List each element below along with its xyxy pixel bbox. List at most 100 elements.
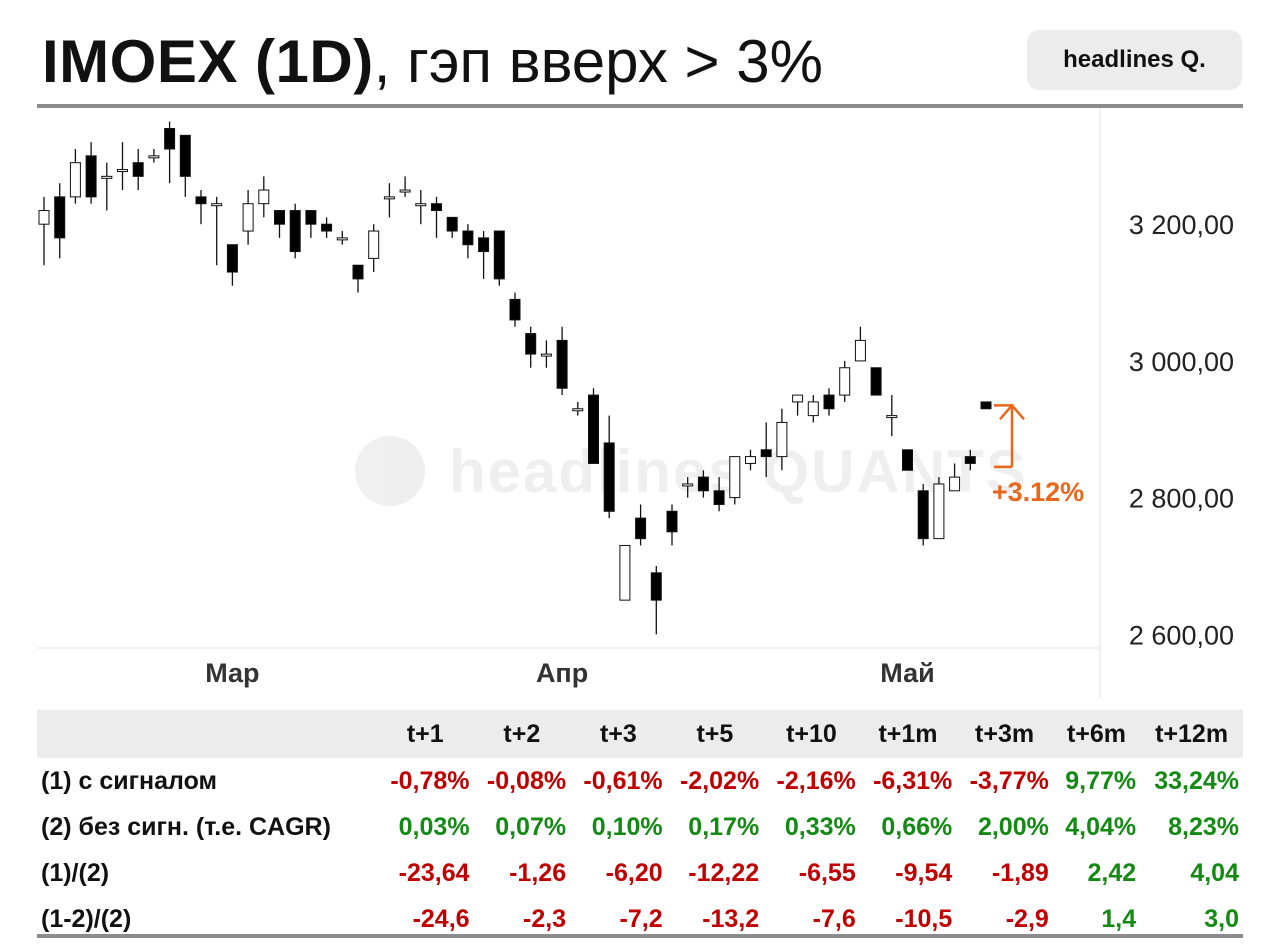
candle-body bbox=[870, 367, 882, 396]
candle-body bbox=[650, 572, 662, 601]
table-cell: -6,55 bbox=[798, 858, 856, 887]
table-cell: 2,00% bbox=[977, 812, 1049, 841]
candle-body bbox=[415, 203, 427, 207]
table-header-cell: t+1 bbox=[406, 719, 444, 748]
table-header-cell: t+1m bbox=[878, 719, 938, 748]
table-cell: -23,64 bbox=[398, 858, 470, 887]
candle-body bbox=[431, 203, 442, 212]
candle-body bbox=[305, 210, 317, 225]
x-tick-label: Май bbox=[880, 658, 934, 688]
candle-body bbox=[117, 169, 128, 173]
candle-body bbox=[964, 456, 976, 464]
candle-body bbox=[776, 421, 788, 458]
table-row: (2) без сигн. (т.е. CAGR) 0,03% 0,07% 0,10%… bbox=[37, 804, 1243, 850]
table-row: (1)/(2) -23,64 -1,26 -6,20 -12,22 -6,55 -9,54 -… bbox=[37, 850, 1243, 896]
candle-body bbox=[854, 339, 866, 362]
candle-body bbox=[682, 483, 694, 487]
candle-body bbox=[556, 339, 568, 389]
candle-body bbox=[462, 230, 474, 246]
table-cell: 2,42 bbox=[1087, 858, 1137, 887]
table-header-cell: t+6m bbox=[1066, 719, 1127, 748]
y-tick-label: 2 600,00 bbox=[1129, 620, 1234, 650]
title-condition: , гэп вверх > 3% bbox=[373, 28, 823, 95]
x-tick-label: Апр bbox=[536, 658, 588, 688]
table-cell: 4,04 bbox=[1190, 858, 1239, 887]
table-header-cell: t+3m bbox=[975, 719, 1035, 748]
table-cell: -2,9 bbox=[1005, 904, 1049, 933]
table-header-cell: t+5 bbox=[696, 719, 734, 748]
candle-body bbox=[383, 196, 395, 200]
candle-body bbox=[949, 476, 961, 492]
candle-body bbox=[478, 237, 490, 253]
table-cell: 1,4 bbox=[1101, 904, 1137, 933]
candle-body bbox=[588, 394, 599, 464]
table-cell: -1,89 bbox=[991, 858, 1049, 887]
bottom-divider bbox=[37, 934, 1243, 938]
table-cell: -0,08% bbox=[486, 766, 567, 795]
table-cell: 0,10% bbox=[591, 812, 663, 841]
candle-body bbox=[368, 230, 380, 259]
table-cell: 0,17% bbox=[688, 812, 760, 841]
candle-body bbox=[980, 401, 992, 410]
candle-body bbox=[321, 223, 333, 232]
candle-body bbox=[933, 483, 945, 540]
candle-body bbox=[101, 175, 113, 179]
table-cell: -6,20 bbox=[605, 858, 663, 887]
candle-body bbox=[38, 210, 50, 225]
y-tick-label: 3 000,00 bbox=[1129, 347, 1234, 377]
candle-body bbox=[148, 155, 160, 159]
table-cell: -2,02% bbox=[679, 766, 760, 795]
table-cell: -3,77% bbox=[969, 766, 1049, 795]
candle-body bbox=[352, 264, 364, 280]
table-cell: -9,54 bbox=[895, 858, 953, 887]
candle-body bbox=[729, 456, 741, 499]
table-header-cell: t+3 bbox=[599, 719, 637, 748]
title-ticker: IMOEX (1D) bbox=[42, 28, 374, 95]
candle-body bbox=[132, 162, 144, 177]
gap-arrow-head bbox=[999, 403, 1025, 421]
candle-body bbox=[85, 155, 97, 198]
row-label: (2) без сигн. (т.е. CAGR) bbox=[41, 812, 331, 841]
table-cell: 0,33% bbox=[784, 812, 856, 841]
candle-body bbox=[399, 189, 411, 193]
brand-badge: headlines Q. bbox=[1027, 30, 1242, 90]
table-cell: -1,26 bbox=[509, 858, 567, 887]
candle-body bbox=[258, 189, 270, 205]
candle-body bbox=[540, 353, 552, 357]
table-header-label bbox=[37, 710, 377, 758]
candle-body bbox=[792, 394, 804, 403]
x-tick-label: Мар bbox=[205, 658, 259, 688]
table-cell: -10,5 bbox=[895, 904, 953, 933]
candle-body bbox=[713, 490, 725, 505]
table-row: (1) с сигналом -0,78% -0,08% -0,61% -2,02% -2… bbox=[37, 758, 1243, 804]
table-header-row: t+1 t+2 t+3 t+5 t+10 t+1m t+3m t+6m t+12… bbox=[37, 710, 1243, 758]
candle-body bbox=[572, 408, 584, 412]
table-cell: 9,77% bbox=[1065, 766, 1137, 795]
candle-body bbox=[697, 476, 709, 492]
telegram-icon bbox=[355, 436, 425, 506]
table-cell: -12,22 bbox=[688, 858, 760, 887]
table-cell: -2,16% bbox=[776, 766, 856, 795]
candle-body bbox=[902, 449, 913, 471]
y-tick-label: 2 800,00 bbox=[1129, 484, 1234, 514]
row-label: (1-2)/(2) bbox=[41, 904, 132, 933]
candle-body bbox=[179, 134, 191, 177]
candle-body bbox=[226, 244, 238, 273]
candle-body bbox=[635, 517, 647, 540]
candle-body bbox=[164, 128, 176, 150]
candle-body bbox=[745, 456, 756, 464]
table-cell: -0,61% bbox=[583, 766, 663, 795]
table-cell: 3,0 bbox=[1204, 904, 1239, 933]
candle-body bbox=[619, 544, 631, 601]
table-cell: -2,3 bbox=[523, 904, 567, 933]
candle-body bbox=[242, 203, 254, 232]
candle-body bbox=[807, 401, 819, 417]
row-label: (1)/(2) bbox=[41, 858, 110, 887]
table-cell: 0,03% bbox=[398, 812, 470, 841]
page-title: IMOEX (1D), гэп вверх > 3% bbox=[42, 22, 823, 102]
candle-body bbox=[525, 333, 537, 355]
table-cell: -7,6 bbox=[812, 904, 856, 933]
table-cell: 0,07% bbox=[495, 812, 567, 841]
candle-body bbox=[666, 510, 678, 533]
y-tick-label: 3 200,00 bbox=[1129, 210, 1234, 240]
